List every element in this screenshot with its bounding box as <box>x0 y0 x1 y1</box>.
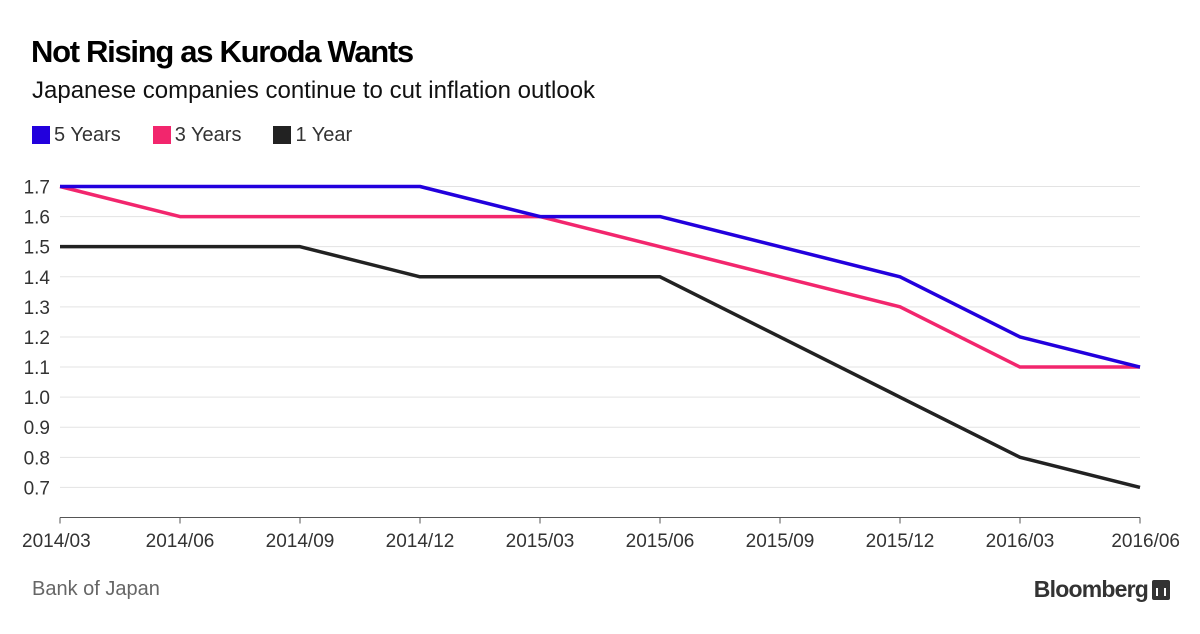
y-tick-label: 0.9 <box>24 418 50 439</box>
x-tick-label: 2016/03 <box>986 531 1055 552</box>
series-line-3-years <box>59 184 1140 369</box>
x-tick-label: 2015/03 <box>506 531 575 552</box>
legend-label-5-years: 5 Years <box>54 123 121 146</box>
legend-swatch-5-years <box>32 126 50 144</box>
x-tick-label: 2015/12 <box>866 531 935 552</box>
legend-item-5-years: 5 Years <box>32 124 121 147</box>
y-tick-label: 1.0 <box>24 388 50 409</box>
chart-title: Not Rising as Kuroda Wants <box>31 34 414 69</box>
y-tick-label: 1.4 <box>24 268 51 289</box>
y-tick-label: 0.8 <box>24 448 50 469</box>
legend-item-3-years: 3 Years <box>152 123 242 147</box>
x-axis: 2014/03 2014/06 2014/09 2014/12 2015/03 2015/… <box>22 517 1180 552</box>
y-tick-label: 1.5 <box>24 238 50 259</box>
y-tick-label: 1.2 <box>24 328 50 349</box>
x-tick-label: 2016/06 <box>1111 531 1180 552</box>
y-tick-label: 0.7 <box>24 478 50 499</box>
y-tick-label: 1.6 <box>24 208 50 229</box>
x-tick-label: 2014/06 <box>146 531 215 552</box>
x-tick-label: 2015/09 <box>746 531 815 552</box>
series-layer <box>59 184 1141 490</box>
legend-swatch-3-years <box>152 126 171 144</box>
x-tick-label: 2014/12 <box>386 531 455 552</box>
y-axis-ticks: 1.7 1.6 1.5 1.4 1.3 1.2 1.1 1.0 0.9 0.8 0.7 <box>24 178 51 500</box>
brand-logo: Bloomberg <box>1034 576 1170 603</box>
legend-swatch-1-year <box>273 126 292 144</box>
legend-label-3-years: 3 Years <box>174 123 242 146</box>
source-note: Bank of Japan <box>32 578 160 600</box>
x-tick-label: 2014/03 <box>22 531 91 552</box>
y-tick-label: 1.3 <box>24 298 50 319</box>
y-tick-label: 1.1 <box>24 358 50 379</box>
x-tick-label: 2015/06 <box>626 531 695 552</box>
chart-subtitle: Japanese companies continue to cut infla… <box>32 77 596 104</box>
x-tick-label: 2014/09 <box>266 531 335 552</box>
y-tick-label: 1.7 <box>24 178 50 199</box>
legend-item-1-year: 1 Year <box>273 124 352 147</box>
bloomberg-terminal-icon <box>1152 579 1170 600</box>
series-line-1-year <box>60 244 1141 490</box>
legend: 5 Years 3 Years 1 Year <box>32 123 384 147</box>
legend-label-1-year: 1 Year <box>295 123 353 146</box>
series-line-5-years <box>60 184 1141 369</box>
brand-name: Bloomberg <box>1033 576 1149 602</box>
